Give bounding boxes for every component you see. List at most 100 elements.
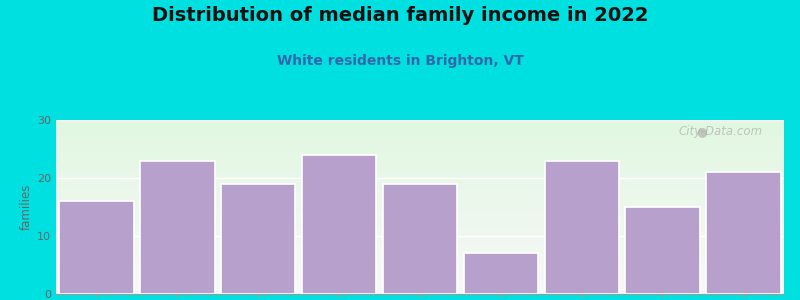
Bar [56, 172, 784, 174]
Bar [56, 221, 784, 223]
Bar [56, 214, 784, 216]
Bar [56, 218, 784, 219]
Bar [545, 160, 619, 294]
Bar [56, 191, 784, 193]
Bar [56, 170, 784, 172]
Bar [56, 266, 784, 268]
Bar [56, 233, 784, 235]
Bar [56, 142, 784, 144]
Bar [56, 177, 784, 179]
Bar [56, 235, 784, 237]
Bar [56, 203, 784, 205]
Bar [56, 212, 784, 214]
Bar [56, 289, 784, 290]
Bar [56, 231, 784, 233]
Bar [56, 250, 784, 252]
Bar [56, 196, 784, 198]
Bar [56, 242, 784, 244]
Bar [56, 153, 784, 155]
Bar [56, 264, 784, 266]
Bar [56, 193, 784, 195]
Bar [56, 167, 784, 169]
Bar [56, 188, 784, 190]
Bar [56, 207, 784, 209]
Bar [626, 207, 700, 294]
Text: Distribution of median family income in 2022: Distribution of median family income in … [152, 6, 648, 25]
Bar [56, 219, 784, 221]
Bar [56, 272, 784, 273]
Bar [56, 275, 784, 277]
Bar [56, 122, 784, 124]
Bar [56, 148, 784, 150]
Bar [56, 202, 784, 203]
Bar [56, 247, 784, 249]
Bar [302, 155, 376, 294]
Bar [464, 254, 538, 294]
Bar [56, 150, 784, 151]
Bar [56, 146, 784, 148]
Bar [56, 230, 784, 231]
Bar [56, 270, 784, 272]
Bar [56, 129, 784, 130]
Bar [56, 190, 784, 191]
Bar [56, 186, 784, 188]
Bar [56, 195, 784, 197]
Bar [56, 136, 784, 137]
Bar [56, 124, 784, 125]
Bar [56, 174, 784, 176]
Bar [56, 263, 784, 264]
Bar [56, 139, 784, 141]
Bar [56, 160, 784, 162]
Bar [56, 127, 784, 129]
Bar [56, 249, 784, 250]
Bar [56, 278, 784, 280]
Bar [59, 201, 134, 294]
Bar [56, 282, 784, 284]
Bar [56, 209, 784, 211]
Bar [56, 238, 784, 240]
Bar [56, 240, 784, 242]
Bar [56, 226, 784, 228]
Bar [56, 183, 784, 184]
Bar [56, 224, 784, 226]
Bar [56, 261, 784, 263]
Bar [56, 155, 784, 157]
Bar [56, 162, 784, 164]
Bar [56, 137, 784, 139]
Bar [56, 132, 784, 134]
Bar [56, 158, 784, 160]
Text: City-Data.com: City-Data.com [678, 125, 762, 138]
Bar [56, 144, 784, 146]
Bar [221, 184, 295, 294]
Bar [56, 134, 784, 136]
Bar [382, 184, 458, 294]
Bar [56, 245, 784, 247]
Bar [56, 181, 784, 183]
Bar [56, 252, 784, 254]
Bar [56, 157, 784, 158]
Bar [56, 184, 784, 186]
Bar [56, 141, 784, 142]
Bar [56, 216, 784, 218]
Bar [56, 284, 784, 285]
Bar [56, 254, 784, 256]
Bar [56, 257, 784, 259]
Bar [56, 151, 784, 153]
Bar [56, 125, 784, 127]
Bar [56, 223, 784, 224]
Bar [56, 198, 784, 200]
Bar [56, 200, 784, 202]
Bar [56, 205, 784, 207]
Bar [56, 130, 784, 132]
Bar [56, 179, 784, 181]
Bar [56, 237, 784, 238]
Text: ●: ● [697, 125, 707, 138]
Bar [56, 256, 784, 257]
Bar [56, 211, 784, 212]
Bar [56, 244, 784, 245]
Bar [56, 176, 784, 177]
Bar [56, 277, 784, 278]
Text: White residents in Brighton, VT: White residents in Brighton, VT [277, 54, 523, 68]
Bar [56, 292, 784, 294]
Bar [56, 268, 784, 270]
